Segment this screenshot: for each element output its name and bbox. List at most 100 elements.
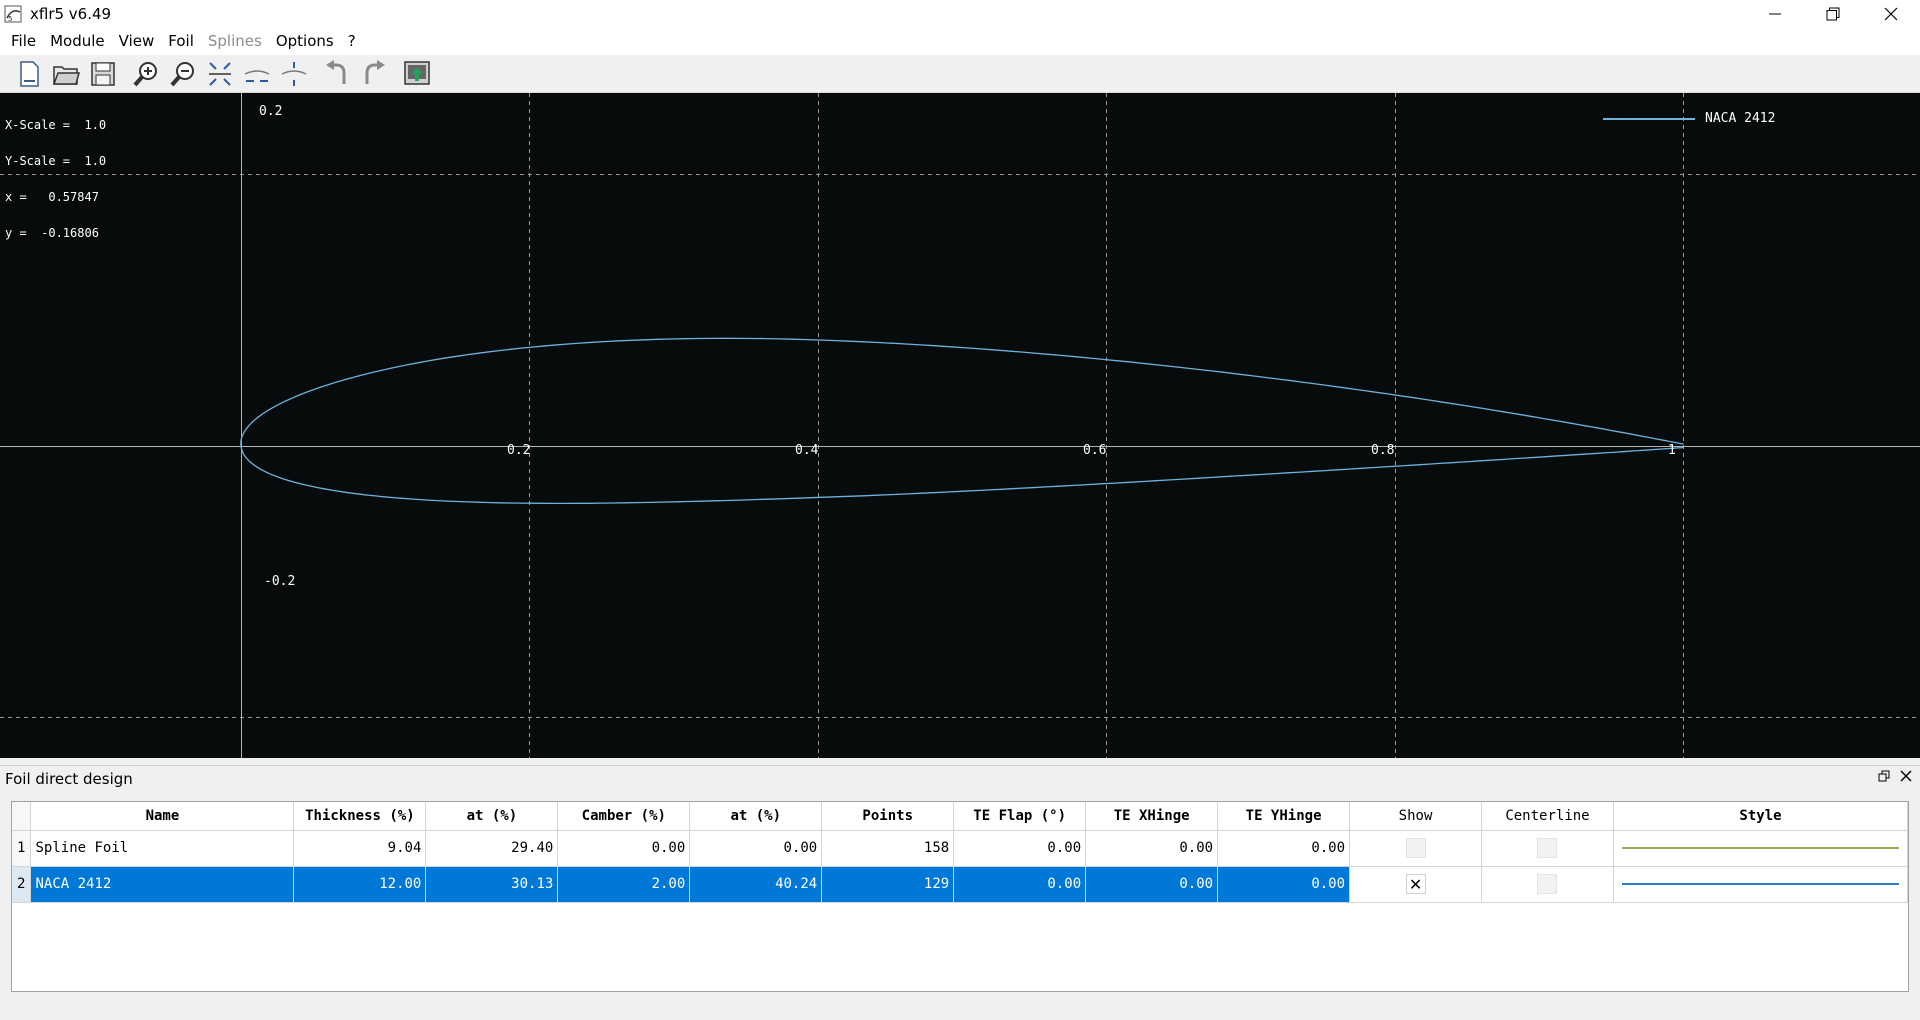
close-dock-icon[interactable] <box>1900 770 1912 782</box>
show-cell[interactable]: ✕ <box>1349 866 1482 903</box>
centerline-checkbox[interactable] <box>1537 838 1558 858</box>
coordinate-readout: X-Scale = 1.0 Y-Scale = 1.0 x = 0.57847 … <box>5 95 106 263</box>
legend-label: NACA 2412 <box>1705 111 1776 126</box>
column-header-camber-at[interactable]: at (%) <box>689 802 823 831</box>
menu-module[interactable]: Module <box>50 32 105 50</box>
row-index[interactable]: 1 <box>12 830 32 867</box>
x-tick-label: 0.6 <box>1083 443 1107 458</box>
reset-y-scale-button[interactable] <box>277 57 311 91</box>
foil-name-cell[interactable]: NACA 2412 <box>30 866 295 903</box>
te-xhinge-cell[interactable]: 0.00 <box>1085 866 1219 903</box>
undo-icon <box>326 59 346 84</box>
dock-title: Foil direct design <box>5 769 133 788</box>
column-header-centerline[interactable]: Centerline <box>1481 802 1614 831</box>
menu-file[interactable]: File <box>11 32 37 50</box>
save-icon <box>91 61 115 86</box>
thickness-at-cell[interactable]: 29.40 <box>425 830 559 867</box>
new-file-button[interactable] <box>12 57 46 91</box>
te-yhinge-cell[interactable]: 0.00 <box>1217 830 1351 867</box>
x-scale-readout: X-Scale = 1.0 <box>5 118 107 132</box>
x-tick-label: 0.2 <box>507 443 531 458</box>
show-checkbox[interactable] <box>1405 838 1426 858</box>
zoom-less-icon <box>170 61 194 86</box>
te-flap-cell[interactable]: 0.00 <box>953 866 1087 903</box>
column-header-te-yhinge[interactable]: TE YHinge <box>1217 802 1351 831</box>
reset-x-scale-icon <box>244 69 270 82</box>
x-tick-label: 0.4 <box>795 443 819 458</box>
graph-legend: NACA 2412 <box>1603 111 1775 126</box>
zoom-in-button[interactable] <box>129 57 163 91</box>
te-flap-cell[interactable]: 0.00 <box>953 830 1087 867</box>
points-cell[interactable]: 129 <box>821 866 955 903</box>
export-icon <box>404 60 430 85</box>
thickness-cell[interactable]: 12.00 <box>293 866 427 903</box>
style-line-swatch <box>1621 883 1899 885</box>
foil-graph[interactable]: X-Scale = 1.0 Y-Scale = 1.0 x = 0.57847 … <box>0 93 1920 758</box>
corner-header[interactable] <box>12 802 32 831</box>
open-button[interactable] <box>49 57 83 91</box>
reset-scales-icon <box>209 61 231 86</box>
column-header-points[interactable]: Points <box>821 802 955 831</box>
xflr5-app-icon: 5 <box>4 5 22 23</box>
camber-at-cell[interactable]: 0.00 <box>689 830 823 867</box>
camber-at-cell[interactable]: 40.24 <box>689 866 823 903</box>
redo-button[interactable] <box>357 57 391 91</box>
centerline-checkbox[interactable] <box>1537 874 1558 894</box>
show-checkbox[interactable]: ✕ <box>1405 874 1426 894</box>
centerline-cell[interactable] <box>1481 866 1614 903</box>
redo-icon <box>365 59 385 84</box>
column-header-te-flap[interactable]: TE Flap (°) <box>953 802 1087 831</box>
y-scale-readout: Y-Scale = 1.0 <box>5 154 107 168</box>
thickness-at-cell[interactable]: 30.13 <box>425 866 559 903</box>
toolbar <box>0 55 1920 93</box>
menu-bar: File Module View Foil Splines Options ? <box>0 28 1920 55</box>
minimize-icon <box>1769 13 1781 15</box>
table-row[interactable]: 2 NACA 2412 12.00 30.13 2.00 40.24 129 0… <box>12 866 1908 903</box>
show-cell[interactable] <box>1349 830 1482 867</box>
naca-2412-foil-outline <box>240 337 1684 505</box>
table-row[interactable]: 1 Spline Foil 9.04 29.40 0.00 0.00 158 0… <box>12 830 1908 867</box>
menu-help[interactable]: ? <box>347 32 356 50</box>
close-icon <box>1884 7 1898 21</box>
x-readout: x = 0.57847 <box>5 190 99 204</box>
foil-plot[interactable] <box>0 93 1920 758</box>
row-index[interactable]: 2 <box>12 866 32 903</box>
legend-line <box>1603 117 1695 120</box>
svg-text:5: 5 <box>8 15 12 23</box>
x-tick-label: 0.8 <box>1371 443 1395 458</box>
zoom-in-icon <box>133 61 157 86</box>
reset-x-scale-button[interactable] <box>240 57 274 91</box>
y-tick-label: -0.2 <box>264 574 296 589</box>
undo-button[interactable] <box>320 57 354 91</box>
zoom-less-button[interactable] <box>166 57 200 91</box>
column-header-style[interactable]: Style <box>1613 802 1908 831</box>
centerline-cell[interactable] <box>1481 830 1614 867</box>
te-yhinge-cell[interactable]: 0.00 <box>1217 866 1351 903</box>
column-header-show[interactable]: Show <box>1349 802 1482 831</box>
style-cell[interactable] <box>1613 866 1908 903</box>
camber-cell[interactable]: 2.00 <box>557 866 691 903</box>
column-header-name[interactable]: Name <box>30 802 295 831</box>
float-dock-icon[interactable] <box>1878 770 1890 782</box>
menu-splines[interactable]: Splines <box>207 32 262 50</box>
menu-foil[interactable]: Foil <box>168 32 194 50</box>
thickness-cell[interactable]: 9.04 <box>293 830 427 867</box>
column-header-thickness[interactable]: Thickness (%) <box>293 802 427 831</box>
minimize-button[interactable] <box>1746 0 1804 28</box>
menu-options[interactable]: Options <box>275 32 334 50</box>
foil-name-cell[interactable]: Spline Foil <box>30 830 295 867</box>
save-button[interactable] <box>86 57 120 91</box>
restore-button[interactable] <box>1804 0 1862 28</box>
column-header-te-xhinge[interactable]: TE XHinge <box>1085 802 1219 831</box>
column-header-camber[interactable]: Camber (%) <box>557 802 691 831</box>
camber-cell[interactable]: 0.00 <box>557 830 691 867</box>
points-cell[interactable]: 158 <box>821 830 955 867</box>
menu-view[interactable]: View <box>118 32 155 50</box>
column-header-thickness-at[interactable]: at (%) <box>425 802 559 831</box>
export-button[interactable] <box>400 57 434 91</box>
x-tick-label: 1 <box>1668 443 1676 458</box>
close-button[interactable] <box>1862 0 1920 28</box>
style-cell[interactable] <box>1613 830 1908 867</box>
te-xhinge-cell[interactable]: 0.00 <box>1085 830 1219 867</box>
reset-scales-button[interactable] <box>203 57 237 91</box>
